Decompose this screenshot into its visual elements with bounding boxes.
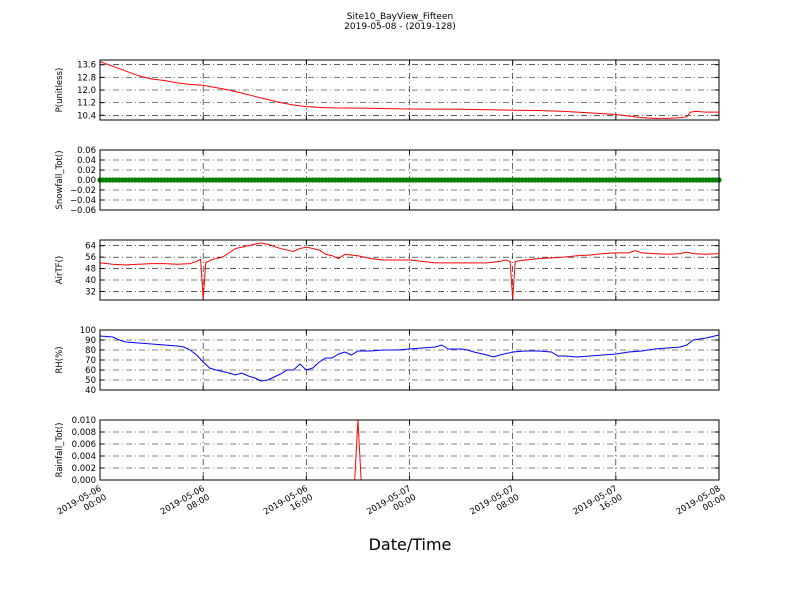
y-tick-label: 0.002 [72,464,96,474]
y-tick-label: 80 [85,346,96,356]
y-tick-label: 0.06 [77,146,96,156]
x-tick-label: 2019-05-0600:00 [56,484,109,526]
x-tick-label: 2019-05-0800:00 [675,484,728,526]
y-tick-label: −0.06 [70,206,96,216]
y-axis-label: P(unitless) [55,68,65,113]
panel-frame [99,149,720,211]
y-tick-label: −0.04 [70,196,96,206]
y-tick-label: 70 [85,356,96,366]
y-tick-label: 0.010 [72,416,96,426]
y-tick-label: 12.0 [77,86,96,96]
x-tick-label: 2019-05-0608:00 [159,484,212,526]
y-axis-label: RH(%) [55,346,65,373]
y-axis-label: Snowfall_Tot() [55,150,65,209]
x-tick-label: 2019-05-0716:00 [572,484,625,526]
y-axis-label: Rainfall_Tot() [55,423,65,478]
chart-subtitle: 2019-05-08 - (2019-128) [344,22,456,32]
x-axis-label: Date/Time [369,535,452,554]
y-tick-label: 56 [85,253,96,263]
y-tick-label: 0.008 [72,428,96,438]
y-tick-label: 40 [85,386,96,396]
x-axis-tick-labels: 2019-05-0600:00 2019-05-0608:00 2019-05-06… [56,484,728,526]
panel-frame [99,329,720,391]
panel-4: 0.000 0.002 0.004 0.006 0.008 0.010 Rainfall_T… [55,416,720,486]
y-tick-label: 10.4 [77,111,96,121]
y-tick-label: 48 [85,265,96,275]
y-axis-label: AirTF() [55,256,65,284]
x-tick-label: 2019-05-0700:00 [365,484,418,526]
y-tick-label: 12.8 [77,73,96,83]
panel-frame [99,239,720,301]
series-line [100,334,719,382]
x-tick-label: 2019-05-0616:00 [262,484,315,526]
y-tick-label: 90 [85,336,96,346]
series-markers [97,177,722,183]
y-tick-label: 11.2 [77,99,96,109]
panel-frame [99,59,720,121]
y-tick-label: 0.00 [77,176,96,186]
y-tick-label: 64 [85,242,96,252]
series-line [100,61,719,119]
panel-1: −0.06−0.04−0.020.000.020.040.06 Snowfall_… [55,146,722,216]
chart-panels: 10.411.212.012.813.6P(unitless)−0.06−0.0… [55,59,722,486]
y-tick-label: 40 [85,276,96,286]
chart-title: Site10_BayView_Fifteen [347,12,453,22]
y-tick-label: 0.000 [72,476,96,486]
y-tick-label: 0.006 [72,440,96,450]
y-tick-label: 60 [85,366,96,376]
series-line [100,242,719,299]
y-tick-label: −0.02 [70,186,96,196]
y-tick-label: 0.004 [72,452,96,462]
y-tick-label: 0.04 [77,156,96,166]
y-tick-label: 50 [85,376,96,386]
panel-frame [99,419,720,481]
y-tick-label: 0.02 [77,166,96,176]
y-tick-label: 13.6 [77,61,96,71]
y-tick-label: 100 [80,326,96,336]
panel-0: 10.4 11.2 12.0 12.8 13.6 P(unitless) [55,59,720,121]
x-tick-label: 2019-05-0708:00 [468,484,521,526]
y-tick-label: 32 [85,287,96,297]
